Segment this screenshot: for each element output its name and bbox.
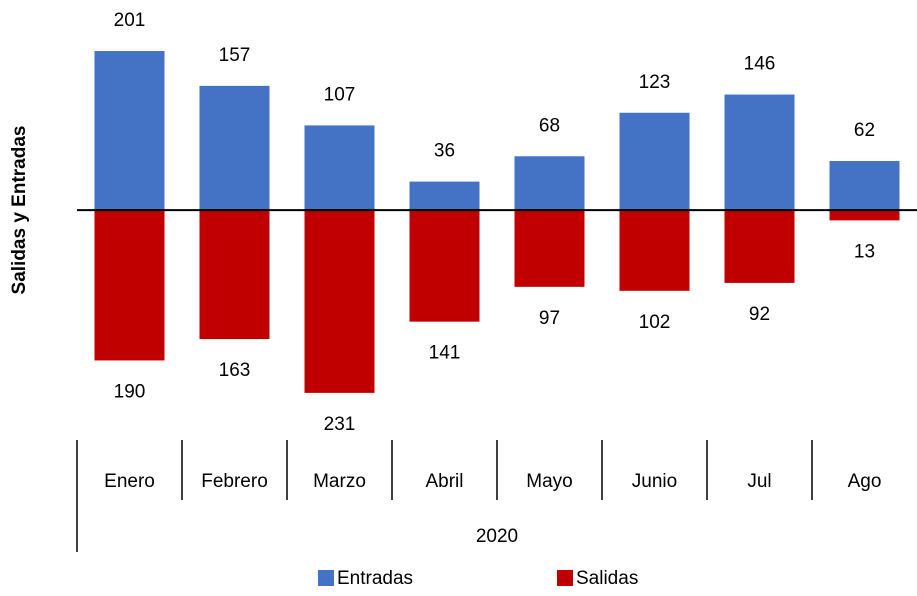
x-tick-label: Jul	[747, 471, 771, 492]
data-label: 107	[324, 84, 356, 105]
data-label: 102	[639, 312, 671, 333]
bar	[514, 210, 585, 287]
bar	[94, 51, 165, 211]
bar	[724, 210, 795, 283]
bar	[199, 210, 270, 340]
bar	[409, 210, 480, 322]
data-label: 62	[854, 120, 875, 141]
x-tick-label: Abril	[425, 471, 463, 492]
x-tick-label: Febrero	[201, 471, 268, 492]
bar	[619, 210, 690, 291]
legend-swatch	[557, 570, 573, 586]
bar	[409, 181, 480, 211]
bar	[829, 210, 900, 221]
data-label: 141	[429, 343, 461, 364]
data-label: 157	[219, 45, 251, 66]
bar	[724, 94, 795, 211]
x-tick-label: Marzo	[313, 471, 366, 492]
data-label: 231	[324, 414, 356, 435]
data-label: 146	[744, 54, 776, 75]
legend-swatch	[318, 570, 334, 586]
x-group-label: 2020	[476, 526, 518, 547]
x-tick-label: Ago	[848, 471, 882, 492]
data-label: 13	[854, 241, 875, 262]
bar	[829, 161, 900, 211]
bar	[94, 210, 165, 361]
x-tick-label: Junio	[632, 471, 677, 492]
data-label: 36	[434, 141, 455, 162]
data-label: 163	[219, 360, 251, 381]
data-label: 123	[639, 72, 671, 93]
data-label: 68	[539, 115, 560, 136]
legend-label: Salidas	[576, 568, 638, 589]
legend-label: Entradas	[337, 568, 413, 589]
bar	[619, 112, 690, 211]
x-tick-label: Mayo	[526, 471, 572, 492]
y-axis-label: Salidas y Entradas	[9, 126, 30, 295]
x-tick-label: Enero	[104, 471, 155, 492]
data-label: 201	[114, 10, 146, 31]
data-label: 190	[114, 381, 146, 402]
bar	[199, 85, 270, 211]
data-label: 97	[539, 308, 560, 329]
bar	[514, 156, 585, 211]
bar	[304, 210, 375, 393]
bar	[304, 125, 375, 211]
data-label: 92	[749, 304, 770, 325]
